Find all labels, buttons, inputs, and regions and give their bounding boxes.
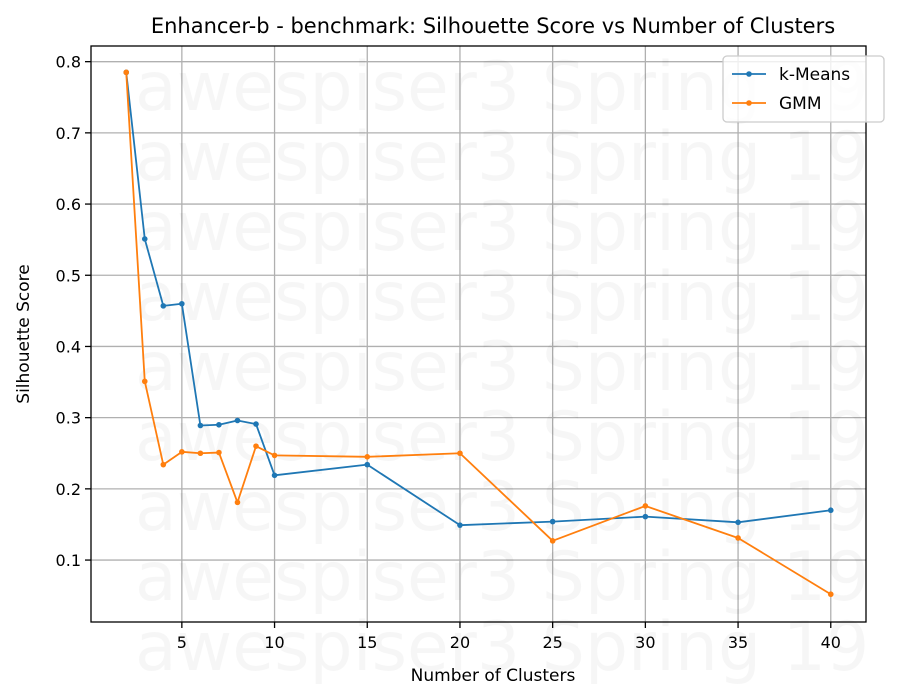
data-point-gmm xyxy=(197,450,204,457)
data-point-k-means xyxy=(271,472,278,479)
y-tick-label: 0.1 xyxy=(56,551,81,570)
x-axis-ticks: 5 10 15 20 25 30 35 40 xyxy=(177,622,841,652)
x-tick-label: 35 xyxy=(728,633,748,652)
data-point-k-means xyxy=(735,519,741,526)
data-point-gmm xyxy=(735,535,741,541)
x-tick-label: 10 xyxy=(264,633,284,652)
data-point-gmm xyxy=(179,449,185,455)
data-point-gmm xyxy=(271,452,278,459)
y-tick-label: 0.2 xyxy=(56,480,81,499)
data-point-gmm xyxy=(549,538,556,544)
data-point-k-means xyxy=(141,236,148,242)
data-point-k-means xyxy=(364,461,371,468)
data-point-k-means xyxy=(216,421,222,428)
data-point-gmm xyxy=(141,378,148,385)
watermark-text: awespiser3 Spring 19 xyxy=(135,328,869,407)
legend-marker xyxy=(746,100,752,106)
data-point-k-means xyxy=(642,513,649,520)
data-point-gmm xyxy=(827,591,834,598)
plot-series xyxy=(123,69,834,598)
x-tick-label: 25 xyxy=(542,633,562,652)
data-point-gmm xyxy=(123,69,130,76)
y-tick-label: 0.3 xyxy=(56,409,81,428)
legend-label: GMM xyxy=(779,94,822,114)
data-point-gmm xyxy=(253,443,259,449)
y-tick-label: 0.8 xyxy=(56,53,81,72)
x-tick-label: 20 xyxy=(450,633,470,652)
data-point-gmm xyxy=(216,449,222,456)
y-tick-label: 0.6 xyxy=(56,195,81,214)
data-point-gmm xyxy=(457,450,463,457)
y-axis-label: Silhouette Score xyxy=(14,264,34,403)
data-point-k-means xyxy=(234,417,241,424)
series-gmm xyxy=(123,69,834,598)
grid xyxy=(91,46,866,622)
legend-marker xyxy=(746,71,752,77)
plot-frame xyxy=(90,45,867,623)
chart-title: Enhancer-b - benchmark: Silhouette Score… xyxy=(151,14,835,38)
x-tick-label: 40 xyxy=(821,633,841,652)
x-tick-label: 5 xyxy=(177,633,187,652)
data-point-k-means xyxy=(549,518,556,525)
legend-box xyxy=(722,55,885,123)
watermark-text: awespiser3 Spring 19 xyxy=(135,398,869,477)
data-point-k-means xyxy=(457,522,463,528)
data-point-k-means xyxy=(179,300,185,307)
x-axis-label: Number of Clusters xyxy=(411,666,576,686)
legend-label: k-Means xyxy=(779,65,850,85)
watermark-text: awespiser3 Spring 19 xyxy=(135,188,869,267)
y-tick-label: 0.5 xyxy=(56,266,81,285)
watermark-text: awespiser3 Spring 19 xyxy=(135,258,869,337)
data-point-gmm xyxy=(364,454,371,460)
data-point-k-means xyxy=(160,303,167,309)
x-tick-label: 15 xyxy=(357,633,377,652)
legend-item-gmm: GMM xyxy=(732,94,822,114)
data-point-gmm xyxy=(642,503,649,509)
data-point-gmm xyxy=(234,499,241,506)
y-axis-ticks: 0.1 0.2 0.3 0.4 0.5 0.6 0.7 0.8 xyxy=(56,53,91,570)
legend-item-k-means: k-Means xyxy=(732,65,850,85)
y-tick-label: 0.7 xyxy=(56,124,81,143)
legend: k-Means GMM xyxy=(722,55,885,123)
x-tick-label: 30 xyxy=(635,633,655,652)
data-point-k-means xyxy=(827,507,834,514)
data-point-k-means xyxy=(197,422,204,429)
data-point-k-means xyxy=(253,421,259,427)
watermark-text: awespiser3 Spring 19 xyxy=(135,118,869,197)
data-point-gmm xyxy=(160,461,167,468)
y-tick-label: 0.4 xyxy=(56,337,81,356)
